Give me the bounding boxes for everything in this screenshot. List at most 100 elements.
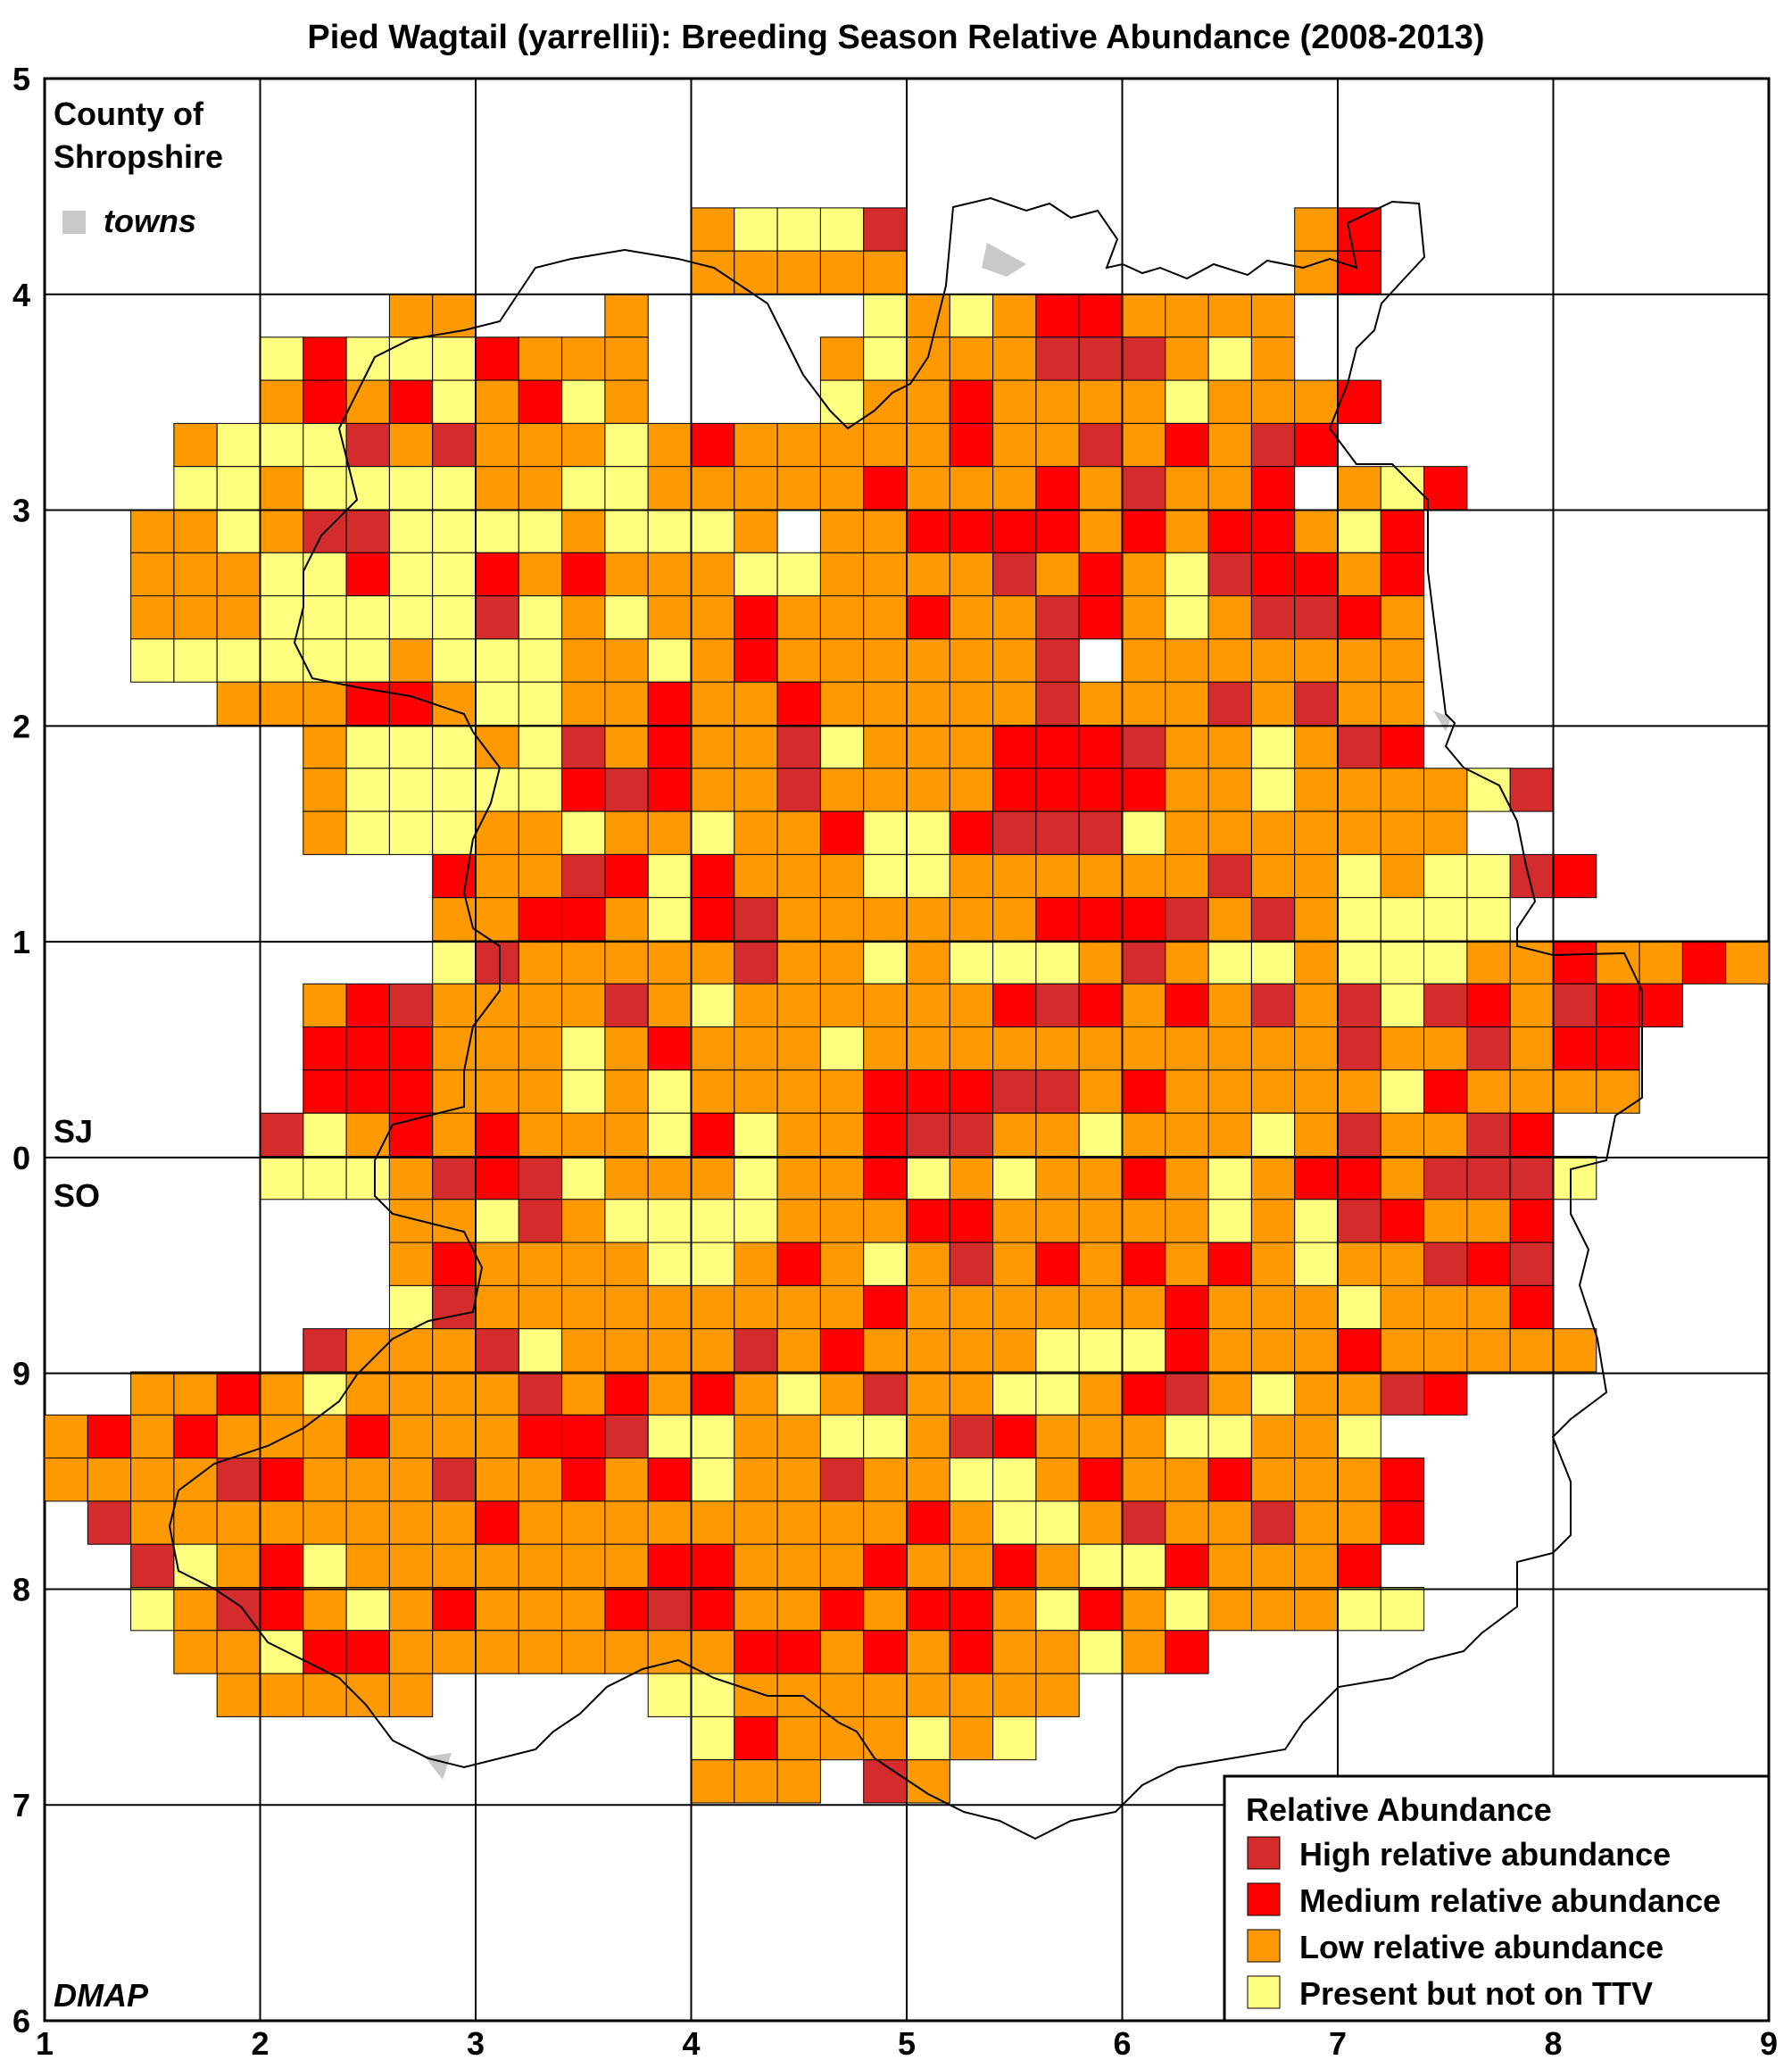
tetrad-cell xyxy=(1207,1458,1252,1502)
tetrad-cell xyxy=(388,294,434,338)
tetrad-cell xyxy=(1207,1414,1252,1459)
tetrad-cell xyxy=(561,1242,606,1286)
tetrad-cell xyxy=(776,250,821,295)
tetrad-cell xyxy=(1078,1242,1123,1286)
tetrad-cell xyxy=(1423,1284,1468,1330)
tetrad-cell xyxy=(475,1543,519,1588)
tetrad-cell xyxy=(1294,1587,1339,1632)
tetrad-cell xyxy=(561,1371,606,1416)
tetrad-cell xyxy=(345,1630,390,1674)
tetrad-cell xyxy=(561,1630,606,1674)
tetrad-cell xyxy=(1466,1242,1511,1286)
tetrad-cell xyxy=(1165,638,1209,683)
tetrad-cell xyxy=(1337,853,1381,899)
tetrad-cell xyxy=(1207,1026,1252,1071)
tetrad-cell xyxy=(1035,1328,1080,1373)
tetrad-cell xyxy=(345,768,390,812)
tetrad-cell xyxy=(1207,1112,1252,1157)
tetrad-cell xyxy=(432,1112,477,1157)
tetrad-cell xyxy=(518,1458,563,1502)
tetrad-cell xyxy=(475,1242,519,1286)
tetrad-cell xyxy=(863,1284,908,1330)
tetrad-cell xyxy=(388,1371,434,1416)
tetrad-cell xyxy=(1207,1284,1252,1330)
tetrad-cell xyxy=(1078,1371,1123,1416)
tetrad-cell xyxy=(1553,1069,1597,1114)
tetrad-cell xyxy=(906,1630,950,1674)
tetrad-cell xyxy=(388,1328,434,1373)
tetrad-cell xyxy=(819,552,865,597)
tetrad-cell xyxy=(561,1414,606,1459)
tetrad-cell xyxy=(518,983,563,1028)
tetrad-cell xyxy=(173,1543,218,1588)
tetrad-cell xyxy=(1337,1414,1381,1459)
tetrad-cell xyxy=(1207,294,1252,338)
tetrad-cell xyxy=(949,1242,994,1286)
tetrad-cell xyxy=(1294,552,1339,597)
tetrad-cell xyxy=(1078,897,1123,942)
tetrad-cell xyxy=(475,1069,519,1114)
tetrad-cell xyxy=(260,1673,304,1717)
tetrad-cell xyxy=(1165,1199,1209,1243)
tetrad-cell xyxy=(1294,1156,1339,1200)
tetrad-cell xyxy=(1078,681,1123,727)
tetrad-cell xyxy=(561,1112,606,1157)
tetrad-cell xyxy=(647,1587,693,1632)
tetrad-cell xyxy=(1294,1026,1339,1071)
tetrad-cell xyxy=(604,552,649,597)
tetrad-cell xyxy=(647,1069,693,1114)
tetrad-cell xyxy=(475,810,519,855)
tetrad-cell xyxy=(819,1458,865,1502)
tetrad-cell xyxy=(1337,1587,1381,1632)
tetrad-cell xyxy=(776,853,821,899)
tetrad-cell xyxy=(87,1458,132,1502)
tetrad-cell xyxy=(1337,983,1381,1028)
tetrad-cell xyxy=(992,379,1037,424)
tetrad-cell xyxy=(345,509,390,553)
tetrad-cell xyxy=(561,1026,606,1071)
tetrad-cell xyxy=(604,853,649,899)
tetrad-cell xyxy=(734,1715,778,1761)
tetrad-cell xyxy=(992,1069,1037,1114)
tetrad-cell xyxy=(776,768,821,812)
tetrad-cell xyxy=(906,336,950,381)
tetrad-cell xyxy=(776,1587,821,1632)
tetrad-cell xyxy=(345,1069,390,1114)
tetrad-cell xyxy=(518,1284,563,1330)
tetrad-cell xyxy=(216,552,261,597)
tetrad-cell xyxy=(949,810,994,855)
tetrad-cell xyxy=(863,1715,908,1761)
tetrad-cell xyxy=(1294,1112,1339,1157)
tetrad-cell xyxy=(1509,768,1554,812)
tetrad-cell xyxy=(1122,725,1166,769)
tetrad-cell xyxy=(691,638,735,683)
tetrad-cell xyxy=(561,1543,606,1588)
tetrad-cell xyxy=(604,1414,649,1459)
tetrad-cell xyxy=(647,681,693,727)
tetrad-cell xyxy=(863,1587,908,1632)
tetrad-cell xyxy=(604,1069,649,1114)
tetrad-cell xyxy=(691,1458,735,1502)
tetrad-cell xyxy=(906,595,950,640)
tetrad-cell xyxy=(691,207,735,252)
tetrad-cell xyxy=(1165,1371,1209,1416)
tetrad-cell xyxy=(1207,983,1252,1028)
tetrad-cell xyxy=(819,466,865,511)
tetrad-cell xyxy=(1294,1284,1339,1330)
tetrad-cell xyxy=(432,466,477,511)
tetrad-cell xyxy=(1250,379,1296,424)
tetrad-cell xyxy=(432,294,477,338)
tetrad-cell xyxy=(1165,1242,1209,1286)
tetrad-cell xyxy=(216,595,261,640)
tetrad-cell xyxy=(388,422,434,468)
tetrad-cell xyxy=(303,983,347,1028)
tetrad-cell xyxy=(44,1458,88,1502)
tetrad-cell xyxy=(475,853,519,899)
tetrad-cell xyxy=(130,552,175,597)
tetrad-cell xyxy=(1380,940,1425,984)
x-tick-label: 6 xyxy=(1113,2025,1131,2060)
tetrad-cell xyxy=(734,983,778,1028)
tetrad-cell xyxy=(863,810,908,855)
tetrad-cell xyxy=(734,207,778,252)
tetrad-cell xyxy=(604,379,649,424)
